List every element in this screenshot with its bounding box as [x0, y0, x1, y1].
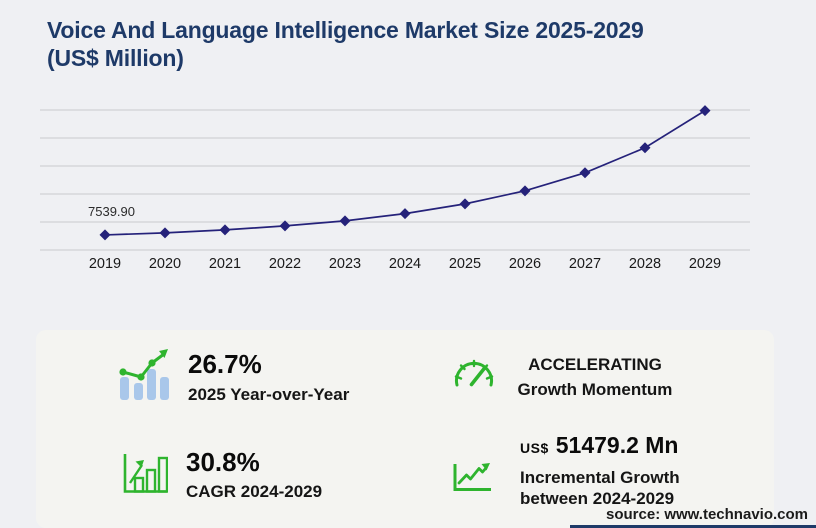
data-point-marker — [459, 198, 471, 210]
stat-incremental-label-line2: between 2024-2029 — [520, 489, 675, 508]
speedometer-icon — [454, 359, 494, 387]
market-size-line-chart: 2019 2020 2021 2022 2023 2024 2025 2026 2027 2028… — [40, 105, 750, 272]
stats-panel — [36, 330, 774, 528]
first-point-value-label: 7539.90 — [88, 204, 135, 219]
x-axis-tick-label: 2025 — [449, 256, 481, 272]
x-axis-tick-label: 2020 — [149, 256, 181, 272]
stat-momentum: ACCELERATING Growth Momentum — [502, 352, 688, 402]
stat-momentum-line2: Growth Momentum — [517, 380, 673, 399]
bar-chart-growth-icon — [123, 454, 168, 493]
stat-cagr: 30.8% CAGR 2024-2029 — [186, 448, 322, 502]
source-credit: source: www.technavio.com — [606, 506, 808, 523]
stat-momentum-line1: ACCELERATING — [528, 355, 662, 374]
data-point-marker — [399, 208, 411, 220]
stat-incremental-value-row: US$ 51479.2 Mn — [520, 432, 680, 459]
x-axis-tick-label: 2021 — [209, 256, 241, 272]
stat-yoy: 26.7% 2025 Year-over-Year — [188, 350, 349, 405]
data-point-marker — [219, 224, 231, 236]
data-point-marker — [699, 105, 711, 117]
data-point-marker — [279, 220, 291, 232]
x-axis-tick-label: 2023 — [329, 256, 361, 272]
data-point-marker — [99, 229, 111, 241]
bottom-accent-bar — [570, 525, 816, 528]
x-axis-tick-label: 2026 — [509, 256, 541, 272]
x-axis-tick-label: 2024 — [389, 256, 421, 272]
data-point-marker — [339, 215, 351, 227]
x-axis-tick-label: 2029 — [689, 256, 721, 272]
data-point-marker — [639, 142, 651, 154]
stat-yoy-label: 2025 Year-over-Year — [188, 385, 350, 404]
stat-incremental-currency: US$ — [520, 440, 549, 456]
page-title-line1: Voice And Language Intelligence Market S… — [47, 17, 644, 43]
stat-incremental-label-line1: Incremental Growth — [520, 468, 680, 487]
stat-cagr-value: 30.8% — [186, 447, 260, 477]
page-title: Voice And Language Intelligence Market S… — [47, 16, 777, 72]
bar-chart-trend-icon — [119, 349, 169, 400]
stat-yoy-value: 26.7% — [188, 349, 262, 379]
data-point-marker — [519, 185, 531, 197]
x-axis-tick-label: 2027 — [569, 256, 601, 272]
stat-incremental-value: 51479.2 Mn — [555, 432, 679, 458]
stat-incremental: US$ 51479.2 Mn Incremental Growth betwee… — [520, 432, 680, 509]
data-point-marker — [159, 227, 171, 239]
growth-line-icon — [453, 463, 491, 491]
x-axis-tick-label: 2028 — [629, 256, 661, 272]
stat-incremental-label: Incremental Growth between 2024-2029 — [520, 467, 680, 509]
x-axis-tick-label: 2022 — [269, 256, 301, 272]
x-axis-tick-label: 2019 — [89, 256, 121, 272]
data-point-marker — [579, 167, 591, 179]
page-title-line2: (US$ Million) — [47, 45, 184, 71]
stat-cagr-label: CAGR 2024-2029 — [186, 482, 323, 501]
